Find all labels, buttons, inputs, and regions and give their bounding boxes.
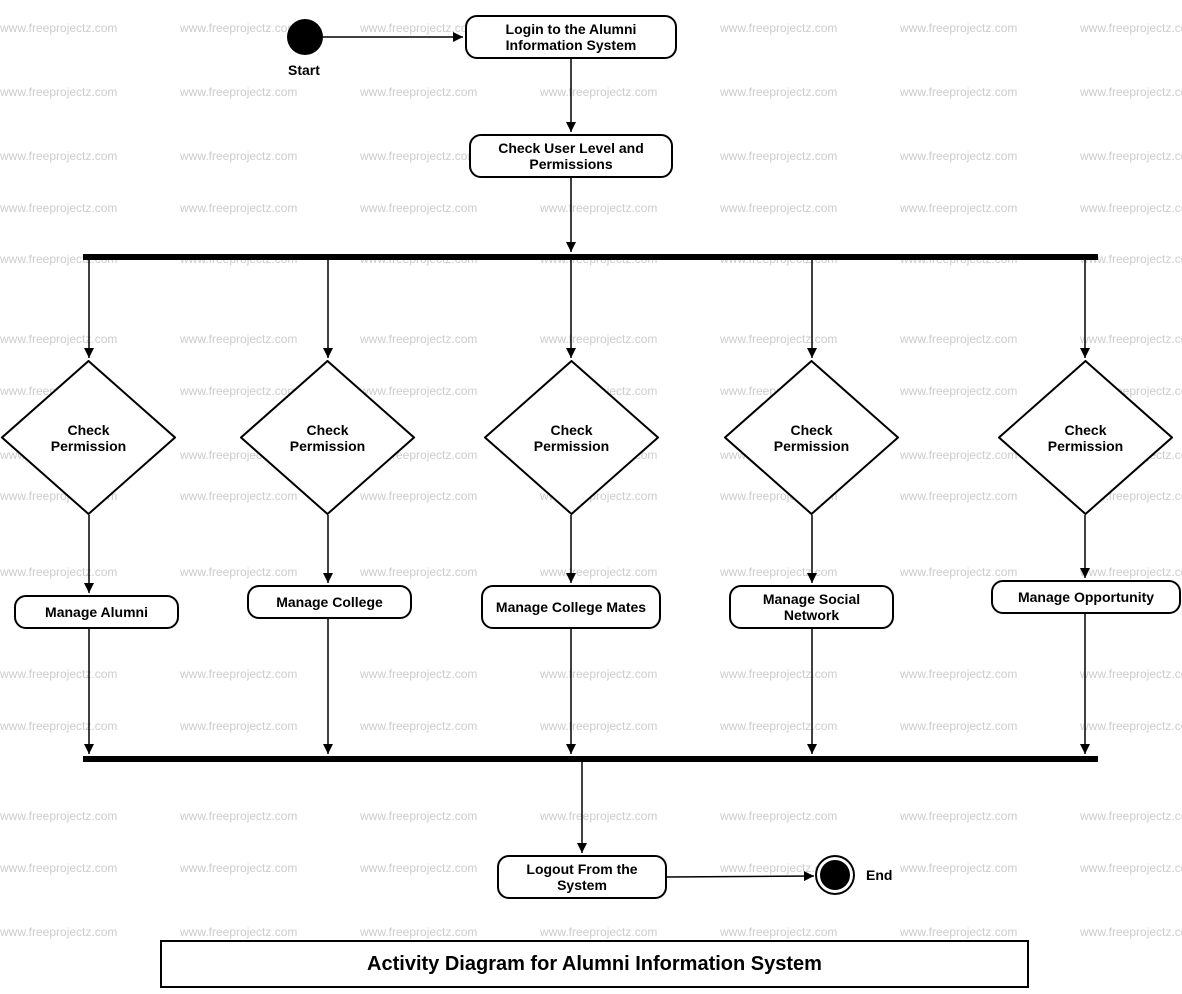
start-node [287, 19, 323, 55]
diagram-title-box: Activity Diagram for Alumni Information … [160, 940, 1029, 988]
diamond-2: Check Permission [240, 360, 415, 515]
diamond-5: Check Permission [998, 360, 1173, 515]
box-manage-college: Manage College [247, 585, 412, 619]
box-manage-mates: Manage College Mates [481, 585, 661, 629]
start-label: Start [288, 62, 320, 78]
box-login: Login to the Alumni Information System [465, 15, 677, 59]
box-manage-alumni: Manage Alumni [14, 595, 179, 629]
end-label: End [866, 867, 892, 883]
end-node [820, 860, 850, 890]
box-logout: Logout From the System [497, 855, 667, 899]
fork-bar-top [83, 254, 1098, 260]
diamond-4: Check Permission [724, 360, 899, 515]
diamond-1: Check Permission [1, 360, 176, 515]
fork-bar-bottom [83, 756, 1098, 762]
box-manage-opportunity: Manage Opportunity [991, 580, 1181, 614]
diamond-3: Check Permission [484, 360, 659, 515]
box-check-level: Check User Level and Permissions [469, 134, 673, 178]
box-manage-social: Manage Social Network [729, 585, 894, 629]
